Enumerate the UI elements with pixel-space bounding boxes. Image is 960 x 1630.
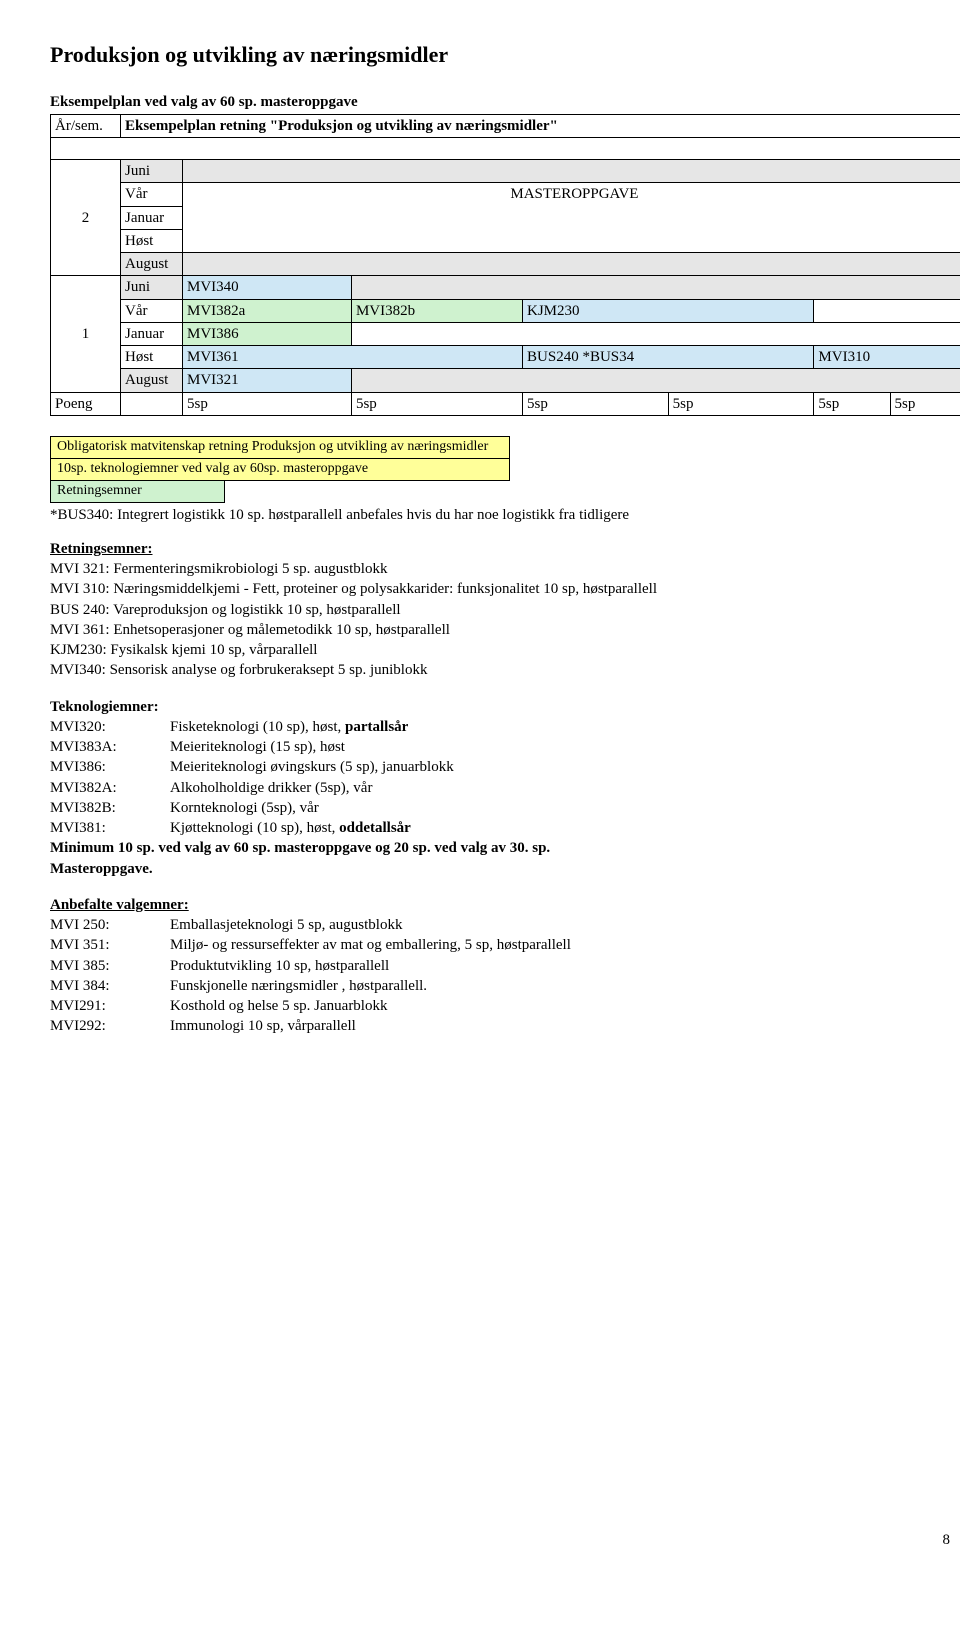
valg-k1: MVI 250: xyxy=(50,915,170,935)
plan-gap-row xyxy=(51,138,960,160)
y1-host-c1: MVI361 xyxy=(183,346,523,369)
tekno-k4: MVI382A: xyxy=(50,778,170,798)
tekno-v6: Kjøtteknologi (10 sp), høst, oddetallsår xyxy=(170,818,960,838)
y1-var-c2: MVI382b xyxy=(351,299,522,322)
valg-v2: Miljø- og ressurseffekter av mat og emba… xyxy=(170,935,960,955)
y1-juni-empty xyxy=(351,276,960,299)
valg-v5: Kosthold og helse 5 sp. Januarblokk xyxy=(170,996,960,1016)
valg-k6: MVI292: xyxy=(50,1016,170,1036)
tekno-list: MVI320:Fisketeknologi (10 sp), høst, par… xyxy=(50,717,960,839)
example-heading: Eksempelplan ved valg av 60 sp. masterop… xyxy=(50,92,960,112)
hdr-main: Eksempelplan retning "Produksjon og utvi… xyxy=(121,114,960,137)
valg-k4: MVI 384: xyxy=(50,976,170,996)
valg-v1: Emballasjeteknologi 5 sp, augustblokk xyxy=(170,915,960,935)
valg-v3: Produktutvikling 10 sp, høstparallell xyxy=(170,956,960,976)
y2-var: Vår xyxy=(121,183,183,206)
poeng-3: 5sp xyxy=(523,392,669,415)
masteroppgave-cell: MASTEROPPGAVE xyxy=(183,183,960,253)
y1-juni-c1: MVI340 xyxy=(183,276,352,299)
valg-list: MVI 250:Emballasjeteknologi 5 sp, august… xyxy=(50,915,960,1037)
page-title: Produksjon og utvikling av næringsmidler xyxy=(50,40,960,70)
year-1: 1 xyxy=(51,276,121,392)
y2-januar: Januar xyxy=(121,206,183,229)
y1-host-c3: BUS240 *BUS34 xyxy=(523,346,814,369)
valg-k5: MVI291: xyxy=(50,996,170,1016)
hdr-year-sem: År/sem. xyxy=(51,114,121,137)
legend-note: *BUS340: Integrert logistikk 10 sp. høst… xyxy=(50,505,960,525)
y1-host-c5: MVI310 xyxy=(814,346,960,369)
tekno-v3: Meieriteknologi øvingskurs (5 sp), janua… xyxy=(170,757,960,777)
tekno-k6: MVI381: xyxy=(50,818,170,838)
tekno-v1: Fisketeknologi (10 sp), høst, partallsår xyxy=(170,717,960,737)
y2-august: August xyxy=(121,253,183,276)
y1-januar: Januar xyxy=(121,322,183,345)
valg-k2: MVI 351: xyxy=(50,935,170,955)
tekno-v5: Kornteknologi (5sp), vår xyxy=(170,798,960,818)
y1-jan-empty xyxy=(351,322,960,345)
y1-host: Høst xyxy=(121,346,183,369)
y1-var-c1: MVI382a xyxy=(183,299,352,322)
legend: Obligatorisk matvitenskap retning Produk… xyxy=(50,436,960,503)
y1-aug-c1: MVI321 xyxy=(183,369,352,392)
retning-head: Retningsemner: xyxy=(50,539,960,559)
tekno-k1: MVI320: xyxy=(50,717,170,737)
retning-l3: BUS 240: Vareproduksjon og logistikk 10 … xyxy=(50,600,960,620)
y1-var-empty xyxy=(814,299,960,322)
y1-august: August xyxy=(121,369,183,392)
poeng-6: 5sp xyxy=(890,392,960,415)
legend-line-3: Retningsemner xyxy=(50,481,225,503)
y2-host: Høst xyxy=(121,229,183,252)
poeng-4: 5sp xyxy=(668,392,814,415)
tekno-v4: Alkoholholdige drikker (5sp), vår xyxy=(170,778,960,798)
retning-l5: KJM230: Fysikalsk kjemi 10 sp, vårparall… xyxy=(50,640,960,660)
tekno-head: Teknologiemner: xyxy=(50,697,960,717)
retning-l6: MVI340: Sensorisk analyse og forbrukerak… xyxy=(50,660,960,680)
retning-l1: MVI 321: Fermenteringsmikrobiologi 5 sp.… xyxy=(50,559,960,579)
y2-juni-empty xyxy=(183,160,960,183)
poeng-blank xyxy=(121,392,183,415)
tekno-k5: MVI382B: xyxy=(50,798,170,818)
poeng-2: 5sp xyxy=(351,392,522,415)
poeng-5: 5sp xyxy=(814,392,890,415)
valg-v6: Immunologi 10 sp, vårparallell xyxy=(170,1016,960,1036)
tekno-k3: MVI386: xyxy=(50,757,170,777)
y1-juni: Juni xyxy=(121,276,183,299)
legend-line-2: 10sp. teknologiemner ved valg av 60sp. m… xyxy=(50,459,510,481)
poeng-1: 5sp xyxy=(183,392,352,415)
tekno-v2: Meieriteknologi (15 sp), høst xyxy=(170,737,960,757)
tekno-min1: Minimum 10 sp. ved valg av 60 sp. master… xyxy=(50,838,960,858)
valg-head: Anbefalte valgemner: xyxy=(50,895,960,915)
poeng-label: Poeng xyxy=(51,392,121,415)
y2-juni: Juni xyxy=(121,160,183,183)
tekno-min2: Masteroppgave. xyxy=(50,859,960,879)
year-2: 2 xyxy=(51,160,121,276)
plan-table: År/sem. Eksempelplan retning "Produksjon… xyxy=(50,114,960,416)
legend-line-1: Obligatorisk matvitenskap retning Produk… xyxy=(50,436,510,459)
valg-k3: MVI 385: xyxy=(50,956,170,976)
y1-var: Vår xyxy=(121,299,183,322)
retning-l4: MVI 361: Enhetsoperasjoner og målemetodi… xyxy=(50,620,960,640)
y1-aug-empty xyxy=(351,369,960,392)
y1-jan-c1: MVI386 xyxy=(183,322,352,345)
retning-l2: MVI 310: Næringsmiddelkjemi - Fett, prot… xyxy=(50,579,960,599)
page-number: 8 xyxy=(943,1530,951,1550)
valg-v4: Funskjonelle næringsmidler , høstparalle… xyxy=(170,976,960,996)
y1-var-c3: KJM230 xyxy=(523,299,814,322)
y2-august-empty xyxy=(183,253,960,276)
tekno-k2: MVI383A: xyxy=(50,737,170,757)
